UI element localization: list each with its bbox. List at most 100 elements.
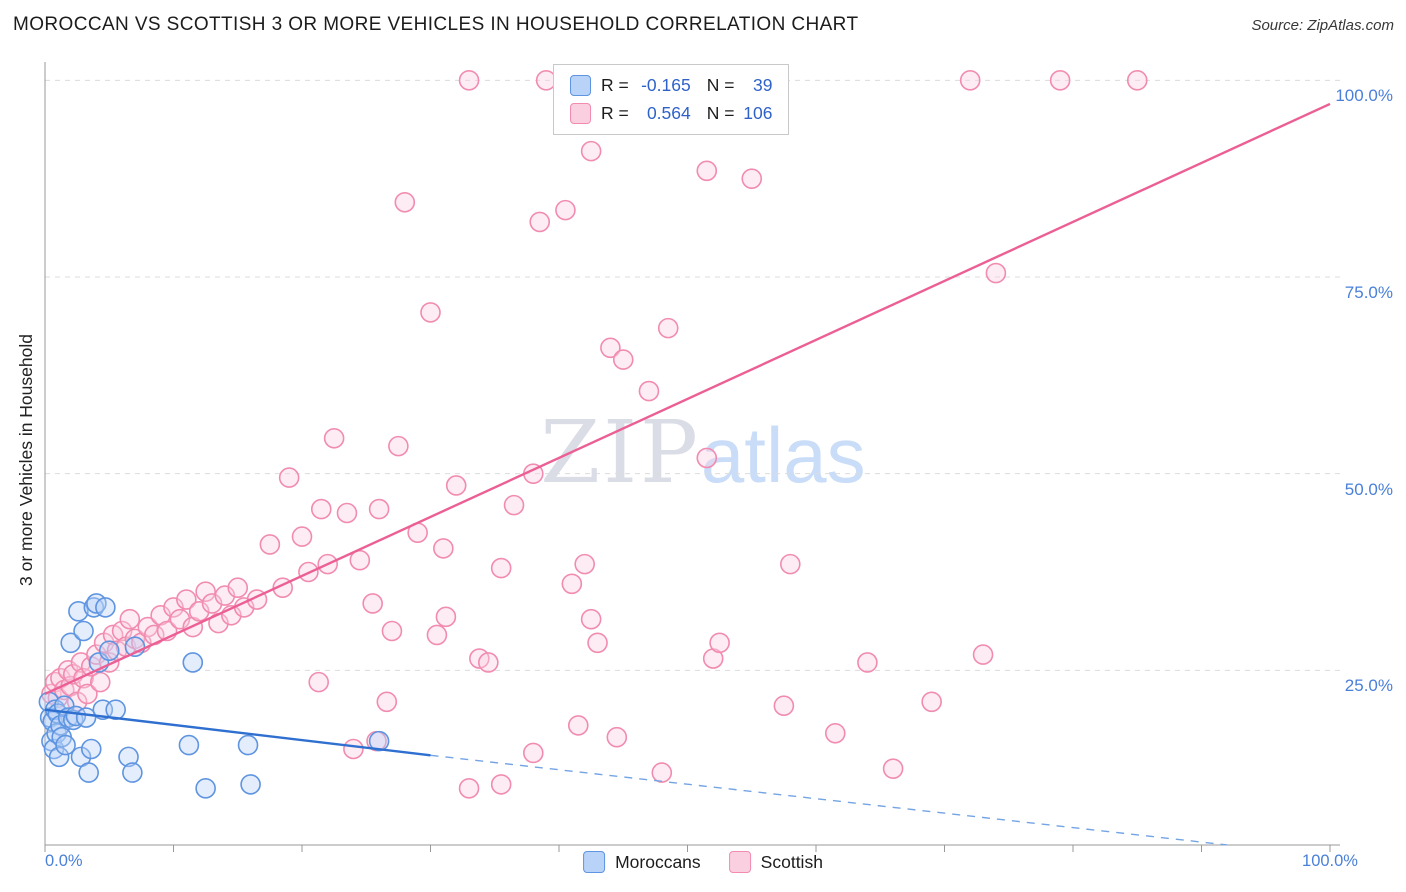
scottish-point [376,691,398,713]
scottish-point [111,620,133,642]
bottom-legend-scottish: Scottish [728,851,823,873]
legend-row-moroccans: R = -0.165 N = 39 [570,75,772,96]
n-value-moroccans: 39 [753,75,773,95]
n-label: N = [706,75,735,95]
scottish-point [574,553,596,575]
scottish-point [529,211,551,233]
scottish-point [882,758,904,779]
n-value-scottish: 106 [743,103,773,123]
r-value-scottish: 0.564 [646,103,691,123]
scottish-point [567,715,589,736]
moroccans-point [80,738,102,760]
moroccans-point [240,774,261,795]
scottish-point [201,593,223,614]
scottish-point [587,632,608,654]
scottish-point [600,337,621,359]
scottish-point [188,601,210,622]
scottish-point [169,608,191,630]
scottish-point [89,671,111,693]
moroccans-point [98,640,120,661]
y-tick-25: 25.0% [1344,676,1393,695]
scottish-point [478,652,499,673]
moroccans-point [368,730,390,752]
moroccans-point [118,746,139,768]
scottish-trend-line [44,102,1331,696]
scottish-point [433,538,454,559]
scottish-point [176,589,197,610]
legend-row-scottish: R = 0.564 N = 106 [570,103,772,124]
scottish-point [381,620,403,642]
scottish-point [119,608,141,630]
bottom-legend-label: Scottish [760,851,823,872]
watermark-zip: ZIP [540,403,701,503]
y-tick-100: 100.0% [1335,86,1393,105]
correlation-legend-box: R = -0.165 N = 39 R = 0.564 N = 106 [553,64,790,135]
scottish-point [291,526,313,547]
scottish-point [741,168,763,189]
y-tick-75: 75.0% [1344,283,1393,302]
scottish-point [343,738,364,760]
scottish-point [972,644,994,665]
moroccans-point [122,762,143,783]
scottish-point [388,435,409,457]
moroccans-swatch-icon [583,851,606,873]
scottish-point [368,498,390,520]
scottish-point [420,302,441,323]
scottish-point [503,494,525,516]
moroccans-point [68,601,89,622]
scottish-point [561,573,583,595]
watermark-atlas: atlas [700,411,866,499]
bottom-legend-label: Moroccans [615,851,701,872]
scottish-point [310,498,332,520]
scottish-point [612,349,634,370]
scottish-point [580,608,602,630]
scottish-point [779,553,801,575]
moroccans-point [237,734,259,756]
scottish-point [435,606,457,628]
scottish-point [959,70,981,91]
scottish-point [445,475,467,496]
watermark: ZIPatlas [540,403,865,503]
moroccans-point [182,652,204,673]
y-tick-50: 50.0% [1344,480,1393,499]
moroccans-swatch-icon [570,75,591,96]
scottish-swatch-icon [728,851,751,873]
scottish-point [195,581,216,602]
scottish-point [606,726,628,748]
scottish-point [1049,70,1071,91]
moroccans-point [48,746,70,768]
r-value-moroccans: -0.165 [641,75,691,95]
bottom-legend: Moroccans Scottish [583,851,823,873]
moroccans-point [60,632,81,654]
scottish-point [696,447,718,469]
scottish-point [214,585,236,606]
scottish-point [824,722,846,744]
scottish-point [921,691,942,713]
scottish-point [1126,70,1148,91]
moroccans-point [73,620,94,642]
moroccans-point [78,762,99,783]
moroccans-point [65,705,87,727]
scottish-point [163,597,184,618]
scottish-point [458,778,480,799]
scottish-point [490,557,512,579]
scottish-point [86,644,107,665]
r-label: R = [601,75,629,95]
scottish-point [638,380,660,402]
scottish-point [259,534,281,555]
scottish-point [522,742,544,764]
x-tick-100: 100.0% [1302,852,1358,870]
scottish-point [709,632,730,654]
bottom-legend-moroccans: Moroccans [583,851,701,873]
source-link[interactable]: Source: ZipAtlas.com [1251,17,1394,34]
r-label: R = [601,103,629,123]
scottish-point [580,140,602,162]
scottish-point [555,199,576,221]
scottish-point [657,317,679,339]
scottish-point [362,593,383,614]
scottish-point [278,467,300,488]
scottish-swatch-icon [570,103,591,124]
scottish-point [308,671,330,693]
moroccans-point [178,734,200,756]
